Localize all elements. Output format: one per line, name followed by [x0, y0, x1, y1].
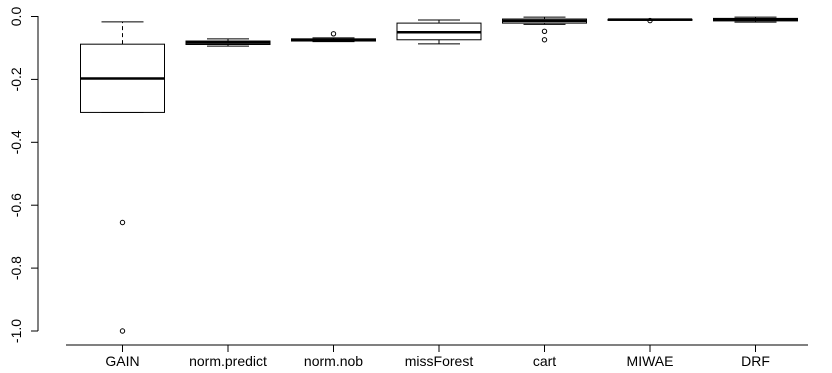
x-tick-label: DRF — [741, 353, 770, 369]
box-groups — [80, 16, 798, 334]
x-tick-label: MIWAE — [627, 353, 674, 369]
outlier-point — [541, 28, 548, 34]
box-DRF — [713, 16, 798, 23]
y-tick-label: -1.0 — [8, 319, 24, 343]
x-tick-label: GAIN — [105, 353, 139, 369]
y-tick-label: -0.6 — [8, 193, 24, 217]
outlier-point — [647, 17, 653, 24]
x-axis-ticks: GAIN norm.predict norm.nob missForest cart MI… — [105, 345, 770, 369]
y-tick-label: 0.0 — [8, 7, 24, 27]
x-tick-label: norm.nob — [304, 353, 363, 369]
x-tick-label: missForest — [405, 353, 474, 369]
x-tick-label: norm.predict — [189, 353, 267, 369]
y-tick-label: -0.4 — [8, 130, 24, 154]
box-MIWAE — [607, 17, 693, 24]
outlier-point — [330, 31, 337, 37]
outlier-point — [119, 219, 126, 226]
box-GAIN — [80, 21, 165, 334]
outlier-point — [119, 328, 126, 334]
y-tick-label: -0.2 — [8, 67, 24, 91]
x-tick-label: cart — [533, 353, 556, 369]
box-norm.predict — [185, 38, 271, 47]
box-missForest — [396, 19, 482, 45]
y-axis-ticks: 0.0 -0.2 -0.4 -0.6 -0.8 -1.0 — [8, 7, 38, 343]
box-norm.nob — [291, 31, 376, 43]
box-cart — [502, 16, 587, 43]
outlier-point — [541, 37, 548, 43]
y-tick-label: -0.8 — [8, 256, 24, 280]
